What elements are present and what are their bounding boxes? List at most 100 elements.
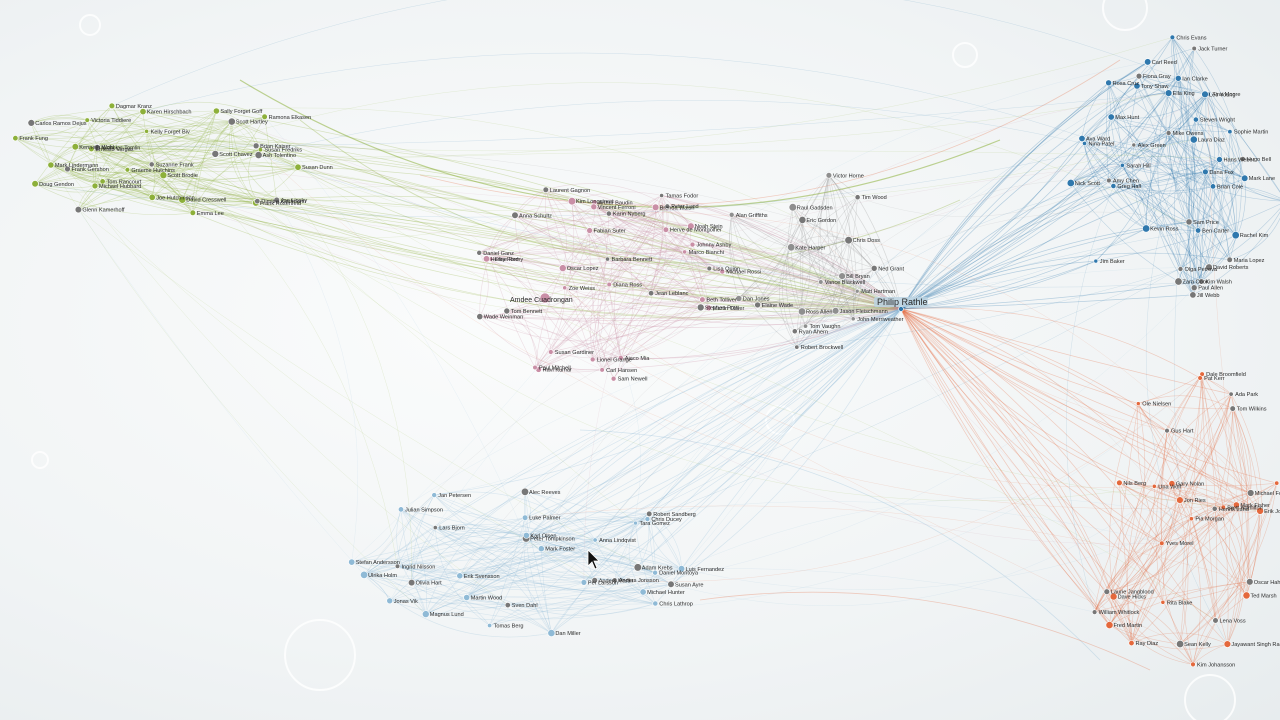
graph-node-lightblue[interactable]	[644, 516, 651, 522]
graph-node-lightblue[interactable]	[652, 569, 658, 576]
graph-node-blue[interactable]	[1135, 72, 1143, 80]
graph-node-center[interactable]	[797, 307, 806, 316]
graph-node-lightblue[interactable]	[646, 510, 653, 518]
graph-node-blue[interactable]	[1190, 284, 1198, 292]
graph-node-pink[interactable]	[476, 313, 484, 320]
graph-node-blue[interactable]	[1144, 58, 1152, 66]
graph-node-pink[interactable]	[719, 268, 726, 275]
graph-node-green[interactable]	[189, 209, 196, 216]
graph-node-blue[interactable]	[1078, 135, 1086, 143]
graph-node-lightblue[interactable]	[397, 506, 404, 513]
graph-node-green[interactable]	[252, 142, 260, 150]
graph-node-blue[interactable]	[1195, 227, 1202, 234]
graph-node-blue[interactable]	[1226, 256, 1233, 263]
graph-node-pink[interactable]	[610, 375, 617, 382]
graph-node-pink[interactable]	[664, 203, 670, 209]
graph-node-pink[interactable]	[648, 290, 655, 297]
graph-node-lightblue[interactable]	[633, 520, 638, 526]
graph-node-orange[interactable]	[1233, 501, 1240, 509]
graph-node-orange[interactable]	[1176, 639, 1185, 648]
graph-node-blue[interactable]	[1227, 129, 1233, 135]
graph-node-pink[interactable]	[482, 255, 490, 263]
graph-node-green[interactable]	[178, 195, 187, 204]
graph-node-blue[interactable]	[1193, 116, 1199, 123]
graph-node-green[interactable]	[273, 196, 280, 204]
graph-node-orange[interactable]	[1228, 391, 1234, 397]
graph-node-center[interactable]	[825, 172, 833, 179]
graph-node-pink[interactable]	[617, 354, 624, 361]
graph-node-pink[interactable]	[476, 250, 483, 256]
graph-node-orange[interactable]	[1189, 516, 1194, 522]
graph-node-pink[interactable]	[599, 367, 605, 373]
graph-node-pink[interactable]	[503, 307, 511, 315]
graph-node-green[interactable]	[12, 135, 19, 142]
graph-node-pink[interactable]	[511, 211, 519, 219]
graph-node-blue[interactable]	[1210, 183, 1217, 190]
graph-node-green[interactable]	[261, 113, 268, 120]
graph-node-blue[interactable]	[1241, 174, 1249, 182]
graph-node-green[interactable]	[47, 161, 55, 169]
graph-node-blue[interactable]	[1131, 142, 1137, 148]
graph-node-orange[interactable]	[1103, 588, 1111, 595]
graph-node-lightblue[interactable]	[523, 532, 530, 539]
graph-node-green[interactable]	[27, 119, 35, 127]
graph-node-green[interactable]	[84, 117, 90, 123]
graph-node-pink[interactable]	[706, 265, 712, 272]
graph-node-orange[interactable]	[1105, 621, 1114, 629]
graph-node-lightblue[interactable]	[348, 558, 356, 566]
graph-node-pink[interactable]	[682, 249, 687, 255]
graph-node-lightblue[interactable]	[667, 580, 675, 588]
graph-node-pink[interactable]	[696, 303, 705, 312]
graph-node-pink[interactable]	[586, 227, 593, 234]
graph-node-blue[interactable]	[1066, 179, 1075, 188]
graph-node-center[interactable]	[850, 316, 856, 322]
graph-node-blue[interactable]	[1202, 168, 1209, 176]
graph-node-center[interactable]	[870, 264, 878, 272]
graph-node-blue[interactable]	[1191, 45, 1197, 52]
graph-node-lightblue[interactable]	[463, 594, 471, 601]
graph-node-orange[interactable]	[1160, 599, 1166, 605]
graph-node-center[interactable]	[787, 243, 796, 252]
graph-node-lightblue[interactable]	[394, 563, 401, 569]
graph-node-green[interactable]	[108, 102, 116, 110]
graph-node-orange[interactable]	[1229, 405, 1236, 412]
graph-node-orange[interactable]	[1256, 507, 1264, 515]
graph-node-center[interactable]	[754, 301, 761, 309]
graph-node-pink[interactable]	[662, 226, 670, 233]
graph-node-green[interactable]	[88, 145, 95, 153]
graph-node-lightblue[interactable]	[652, 600, 659, 607]
graph-node-pink[interactable]	[606, 210, 612, 217]
graph-node-blue[interactable]	[1205, 263, 1213, 271]
graph-node-lightblue[interactable]	[520, 487, 529, 496]
graph-node-green[interactable]	[254, 151, 263, 159]
graph-node-center[interactable]	[831, 307, 840, 315]
graph-node-lightblue[interactable]	[456, 572, 464, 580]
graph-node-blue[interactable]	[1107, 113, 1115, 121]
graph-node-lightblue[interactable]	[633, 563, 642, 572]
graph-node-orange[interactable]	[1116, 479, 1123, 486]
graph-node-pink[interactable]	[532, 364, 538, 371]
graph-node-orange[interactable]	[1109, 592, 1118, 601]
graph-node-lightblue[interactable]	[547, 629, 556, 637]
graph-node-green[interactable]	[71, 143, 79, 151]
graph-node-pink[interactable]	[659, 193, 664, 198]
graph-node-orange[interactable]	[1212, 617, 1219, 624]
graph-node-blue[interactable]	[1239, 156, 1246, 162]
graph-node-blue[interactable]	[1110, 183, 1117, 189]
graph-node-blue[interactable]	[1185, 218, 1193, 226]
graph-node-lightblue[interactable]	[580, 579, 588, 586]
graph-node-center[interactable]	[844, 236, 853, 245]
graph-node-orange[interactable]	[1136, 401, 1141, 406]
graph-node-green[interactable]	[254, 198, 261, 205]
graph-node-blue[interactable]	[1189, 291, 1197, 299]
graph-node-lightblue[interactable]	[421, 610, 430, 618]
graph-node-center[interactable]	[735, 295, 743, 302]
graph-node-pink[interactable]	[590, 203, 598, 211]
graph-node-center[interactable]	[791, 328, 798, 335]
graph-node-orange[interactable]	[1128, 640, 1135, 647]
graph-node-lightblue[interactable]	[408, 578, 416, 587]
graph-node-green[interactable]	[74, 206, 82, 214]
graph-node-blue[interactable]	[1189, 135, 1198, 144]
graph-node-pink[interactable]	[687, 222, 695, 230]
graph-node-center[interactable]	[838, 272, 846, 280]
